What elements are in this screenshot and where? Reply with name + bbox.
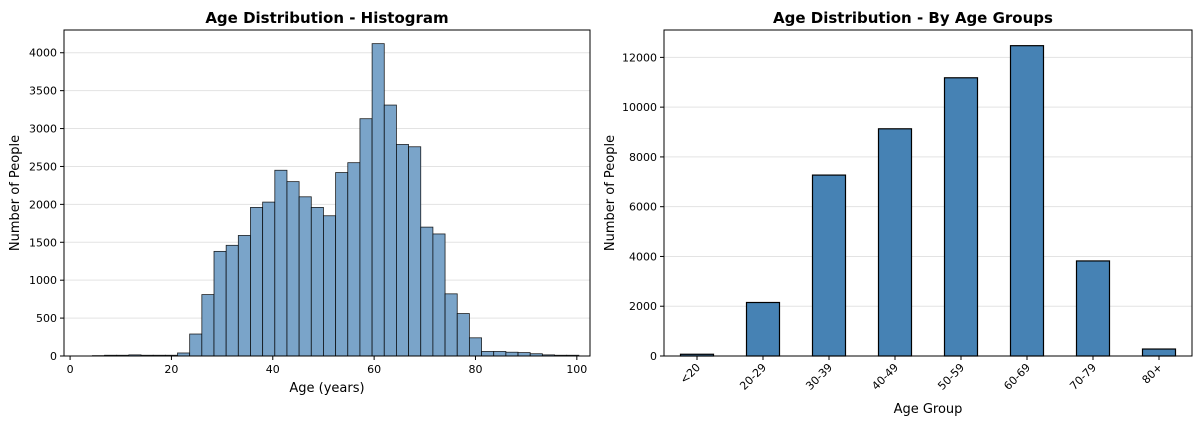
histogram-ytick-label: 500 bbox=[36, 312, 57, 325]
histogram-ytick-label: 0 bbox=[50, 350, 57, 363]
histogram-bar bbox=[505, 351, 519, 357]
age-group-bar bbox=[1141, 348, 1177, 357]
age-groups-ytick-label: 8000 bbox=[629, 151, 657, 164]
histogram-bar bbox=[201, 294, 215, 357]
age-groups-ytick-label: 0 bbox=[650, 350, 657, 363]
histogram-ylabel: Number of People bbox=[8, 135, 23, 251]
age-groups-xtick-label: 80+ bbox=[1140, 361, 1166, 387]
histogram-bar bbox=[432, 233, 446, 357]
histogram-bar bbox=[444, 293, 458, 357]
histogram-bar bbox=[274, 169, 288, 357]
histogram-bar bbox=[517, 352, 531, 357]
age-group-bar bbox=[811, 174, 847, 357]
histogram-bar bbox=[310, 207, 324, 357]
histogram-xtick-label: 80 bbox=[468, 363, 482, 376]
age-group-bar bbox=[1009, 45, 1045, 357]
histogram-bar bbox=[359, 118, 373, 357]
histogram-bar bbox=[250, 207, 264, 357]
age-groups-xtick-label: 30-39 bbox=[803, 361, 835, 393]
age-groups-ylabel: Number of People bbox=[603, 135, 618, 251]
histogram-xtick-label: 0 bbox=[67, 363, 74, 376]
age-groups-xtick-label: 60-69 bbox=[1001, 361, 1033, 393]
histogram-ytick-label: 1000 bbox=[29, 274, 57, 287]
histogram-xtick-label: 20 bbox=[164, 363, 178, 376]
histogram-bar bbox=[347, 162, 361, 357]
age-groups-xtick-label: 20-29 bbox=[737, 361, 769, 393]
histogram-ytick-label: 2000 bbox=[29, 198, 57, 211]
histogram-bar bbox=[286, 181, 300, 357]
histogram-bar bbox=[420, 226, 434, 357]
histogram-bar bbox=[323, 215, 337, 357]
histogram-bar bbox=[396, 144, 409, 357]
age-groups-ytick-label: 4000 bbox=[629, 250, 657, 263]
age-groups-ytick-label: 12000 bbox=[622, 51, 657, 64]
age-group-bar bbox=[745, 301, 781, 357]
age-group-bar bbox=[877, 128, 913, 357]
age-groups-xtick-label: 70-79 bbox=[1067, 361, 1099, 393]
age-groups-ytick-label: 10000 bbox=[622, 101, 657, 114]
histogram-bar bbox=[456, 313, 470, 357]
age-groups-xlabel: Age Group bbox=[894, 402, 963, 417]
histogram-bar bbox=[298, 196, 312, 357]
histogram-axes-frame bbox=[63, 29, 591, 357]
age-groups-panel: Age Distribution - By Age Groups <20 20-2… bbox=[603, 9, 1193, 417]
histogram-xtick-label: 100 bbox=[566, 363, 587, 376]
age-groups-xtick-label: 40-49 bbox=[869, 361, 901, 393]
age-group-bar bbox=[943, 77, 979, 357]
histogram-bar bbox=[408, 146, 422, 357]
histogram-bar bbox=[213, 250, 227, 357]
histogram-ytick-label: 3500 bbox=[29, 85, 57, 98]
histogram-bar bbox=[225, 244, 239, 357]
histogram-bar bbox=[189, 333, 203, 357]
histogram-bar bbox=[262, 201, 276, 357]
histogram-ytick-label: 2500 bbox=[29, 160, 57, 173]
histogram-bar bbox=[335, 172, 349, 357]
age-groups-ytick-label: 2000 bbox=[629, 300, 657, 313]
histogram-panel: Age Distribution - Histogram 0 20 40 60 80 10… bbox=[8, 9, 591, 396]
histogram-ytick-label: 1500 bbox=[29, 236, 57, 249]
age-groups-title: Age Distribution - By Age Groups bbox=[773, 9, 1053, 27]
age-groups-xtick-label: 50-59 bbox=[935, 361, 967, 393]
histogram-xtick-label: 40 bbox=[266, 363, 280, 376]
age-groups-xtick-label: <20 bbox=[678, 361, 704, 387]
histogram-xtick-label: 60 bbox=[367, 363, 381, 376]
histogram-bar bbox=[481, 351, 495, 357]
histogram-ytick-label: 3000 bbox=[29, 123, 57, 136]
histogram-title: Age Distribution - Histogram bbox=[205, 9, 448, 27]
age-groups-axes-frame bbox=[663, 29, 1193, 357]
histogram-bar bbox=[383, 104, 397, 357]
histogram-ytick-label: 4000 bbox=[29, 47, 57, 60]
histogram-bar bbox=[493, 351, 507, 357]
age-groups-ytick-label: 6000 bbox=[629, 201, 657, 214]
histogram-bar bbox=[237, 235, 251, 357]
histogram-bar bbox=[371, 43, 385, 357]
age-group-bar bbox=[1075, 260, 1111, 357]
histogram-bar bbox=[468, 337, 482, 357]
histogram-xlabel: Age (years) bbox=[289, 381, 364, 396]
